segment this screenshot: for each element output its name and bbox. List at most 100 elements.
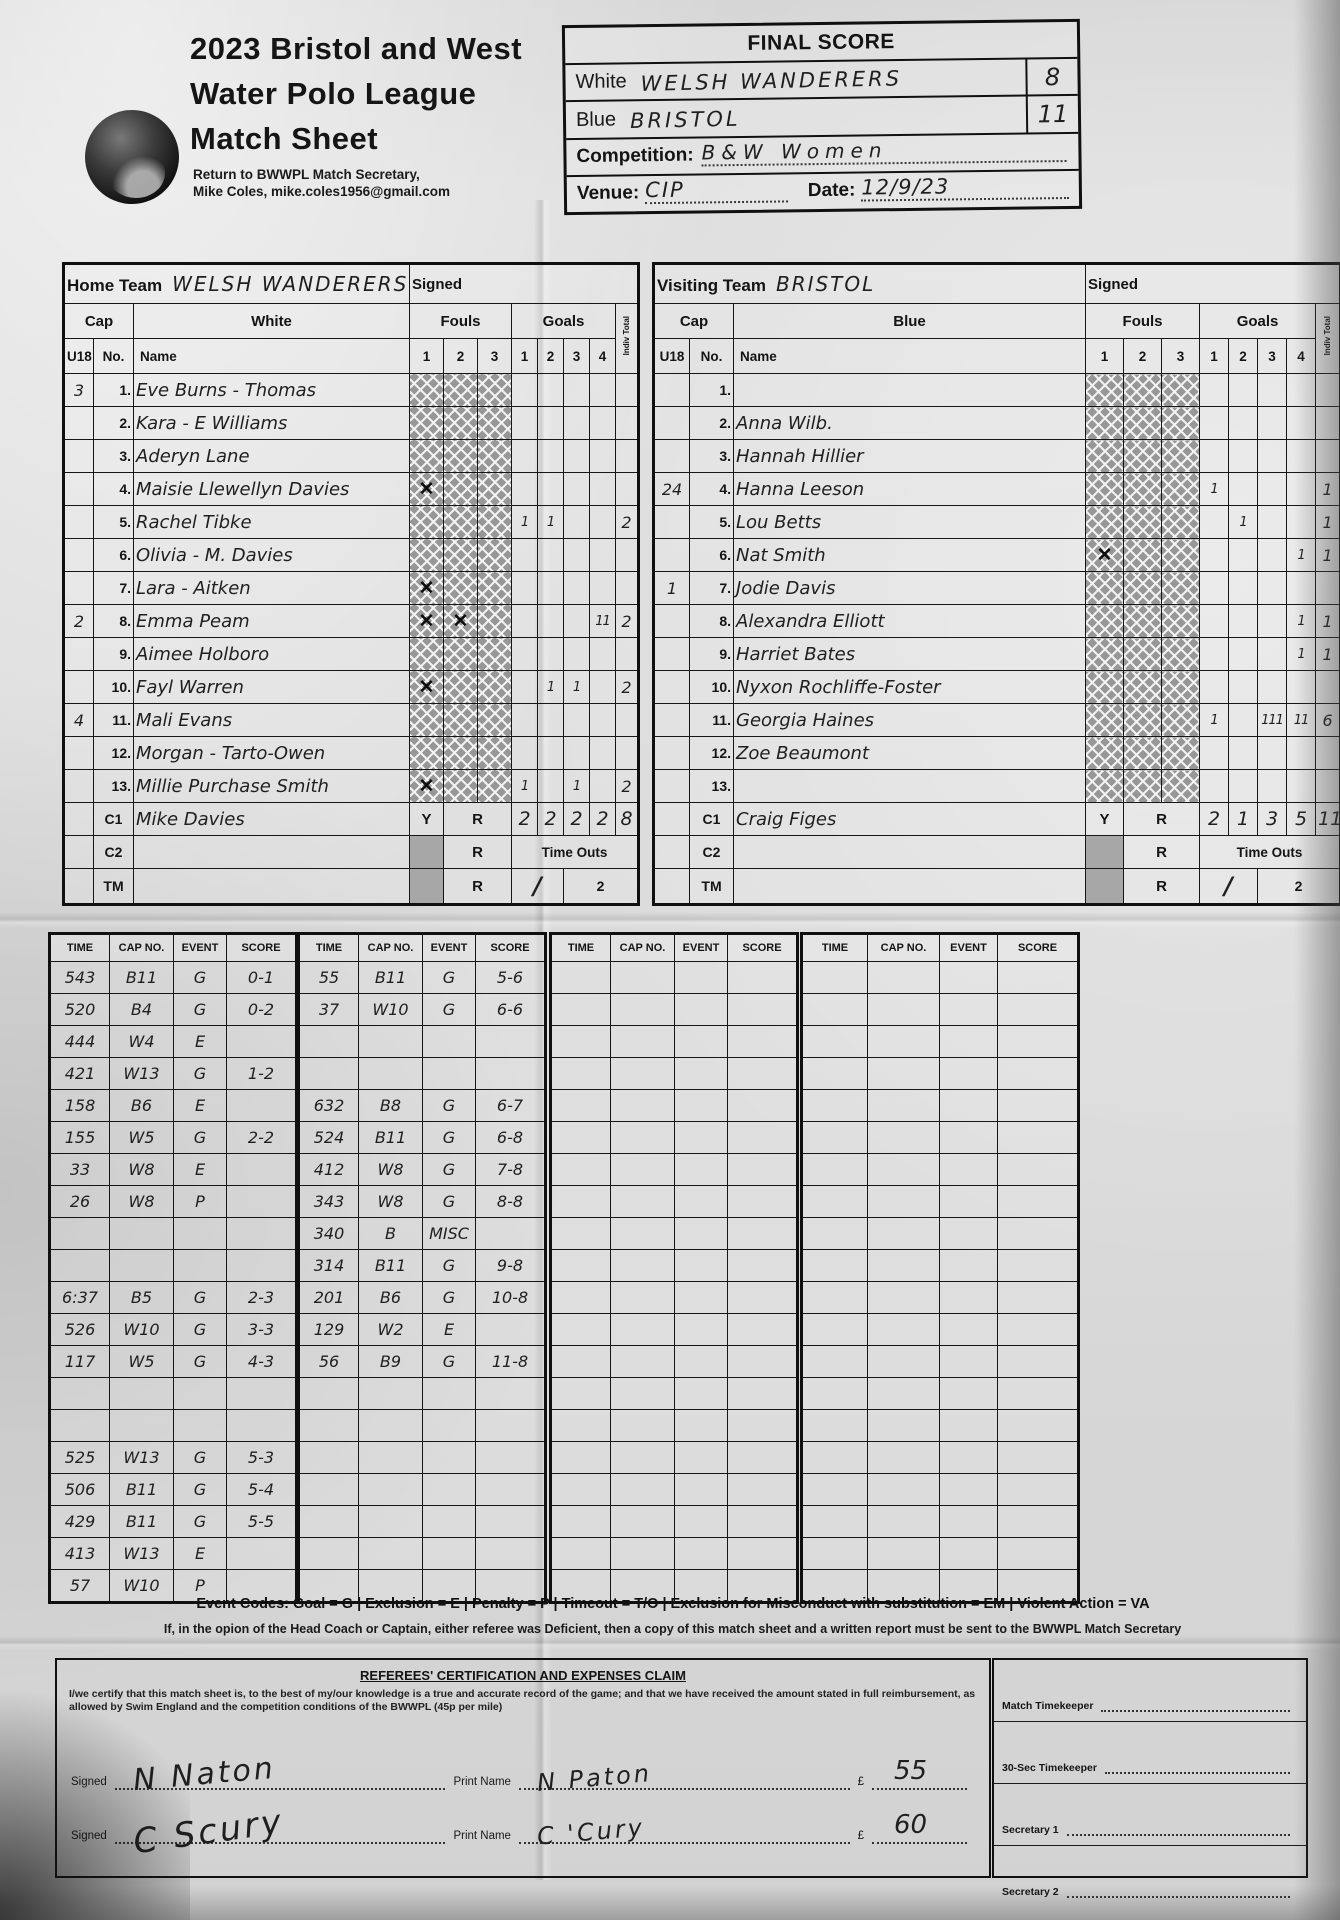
visiting-cap-no-9: 9. bbox=[689, 637, 734, 671]
visiting-foul-col-1: 1 bbox=[1085, 338, 1125, 374]
white-team-name: WELSH WANDERERS bbox=[640, 66, 903, 96]
visiting-goal-tally-1-3 bbox=[1257, 373, 1288, 407]
log-2-event-8: G bbox=[422, 1185, 476, 1218]
home-foul-mark-7-3 bbox=[477, 571, 512, 605]
home-goal-tally-11-1 bbox=[511, 703, 538, 737]
visiting-foul-mark-2-2 bbox=[1123, 406, 1163, 440]
log-2-time-15 bbox=[298, 1409, 359, 1442]
log-1-event-16: G bbox=[173, 1441, 227, 1474]
visiting-goal-tally-10-4 bbox=[1286, 670, 1317, 704]
visiting-goal-tally-3-4 bbox=[1286, 439, 1317, 473]
visiting-cap-label: Cap bbox=[653, 303, 734, 339]
visiting-team-name-handwritten: BRISTOL bbox=[775, 272, 876, 296]
log-2-event-15 bbox=[422, 1409, 476, 1442]
log-4-time-19 bbox=[801, 1537, 868, 1570]
home-cap-no-6: 6. bbox=[93, 538, 134, 572]
home-foul-mark-12-2 bbox=[443, 736, 478, 770]
visiting-foul-mark-6-1: ✕ bbox=[1085, 538, 1125, 572]
visiting-team-total-goals: 11 bbox=[1315, 802, 1340, 836]
log-2-cap-no-13: B9 bbox=[358, 1345, 423, 1378]
log-3-score-18 bbox=[727, 1505, 798, 1538]
date-value: 12/9/23 bbox=[861, 173, 1070, 202]
visiting-goal-tally-8-2 bbox=[1228, 604, 1259, 638]
visiting-goal-tally-7-1 bbox=[1199, 571, 1230, 605]
log-1-row-13: 117 W5 G 4-3 bbox=[49, 1345, 297, 1378]
home-foul-mark-4-1: ✕ bbox=[409, 472, 444, 506]
log-2-score-17 bbox=[475, 1473, 546, 1506]
log-4-score-7 bbox=[997, 1153, 1079, 1186]
amount-line: 55 bbox=[872, 1756, 967, 1790]
log-2-time-11: 201 bbox=[298, 1281, 359, 1314]
home-coach2-name-blank bbox=[133, 835, 410, 869]
home-team-manager-row: TM R ∕ 2 bbox=[63, 868, 640, 905]
log-3-time-14 bbox=[550, 1377, 611, 1410]
visiting-foul-mark-13-3 bbox=[1161, 769, 1201, 803]
log-4-cap-no-13 bbox=[867, 1345, 940, 1378]
log-1-row-19: 413 W13 E bbox=[49, 1537, 297, 1570]
log-3-event-17 bbox=[674, 1473, 728, 1506]
log-3-cap-no-10 bbox=[610, 1249, 675, 1282]
log-1-time-20: 57 bbox=[49, 1569, 110, 1603]
home-cap-no-10: 10. bbox=[93, 670, 134, 704]
log-3-score-2 bbox=[727, 993, 798, 1026]
visiting-goal-tally-6-4: 1 bbox=[1286, 538, 1317, 572]
log-4-row-4 bbox=[801, 1057, 1079, 1090]
home-goal-tally-12-4 bbox=[589, 736, 616, 770]
home-goal-tally-10-3: 1 bbox=[563, 670, 590, 704]
visiting-foul-mark-1-1 bbox=[1085, 373, 1125, 407]
home-indiv-total-3 bbox=[614, 439, 640, 473]
log-1-row-17: 506 B11 G 5-4 bbox=[49, 1473, 297, 1506]
home-goal-tally-7-1 bbox=[511, 571, 538, 605]
home-u18-mark-9 bbox=[63, 637, 94, 671]
home-goal-col-2: 2 bbox=[537, 338, 564, 374]
visiting-cap-no-5: 5. bbox=[689, 505, 734, 539]
log-2-time-10: 314 bbox=[298, 1249, 359, 1282]
log-1-header-event: EVENT bbox=[173, 933, 227, 962]
home-goal-tally-5-2: 1 bbox=[537, 505, 564, 539]
home-player-name-2: Kara - E Williams bbox=[133, 406, 410, 440]
log-3-event-4 bbox=[674, 1057, 728, 1090]
visiting-team-table: Visiting Team BRISTOL Signed Cap Blue Fouls Go… bbox=[652, 262, 1340, 906]
log-2-cap-no-2: W10 bbox=[358, 993, 423, 1026]
log-2-row-14 bbox=[298, 1377, 546, 1410]
official-label-3: Secretary 1 bbox=[1002, 1824, 1059, 1836]
visiting-coach2-name-blank bbox=[732, 835, 1087, 869]
home-player-name-11: Mali Evans bbox=[133, 703, 410, 737]
visiting-foul-mark-8-3 bbox=[1161, 604, 1201, 638]
pound-label: £ bbox=[857, 1776, 864, 1788]
visiting-player-name-2: Anna Wilb. bbox=[732, 406, 1087, 440]
log-1-row-2: 520 B4 G 0-2 bbox=[49, 993, 297, 1026]
log-2-row-10: 314 B11 G 9-8 bbox=[298, 1249, 546, 1282]
log-1-score-10 bbox=[226, 1249, 297, 1282]
log-2-row-4 bbox=[298, 1057, 546, 1090]
visiting-goal-tally-13-1 bbox=[1199, 769, 1230, 803]
log-4-score-18 bbox=[997, 1505, 1079, 1538]
visiting-c1-red: R bbox=[1123, 802, 1201, 836]
event-log-table-4: TIME CAP NO. EVENT SCORE bbox=[800, 932, 1080, 1604]
visiting-foul-col-3: 3 bbox=[1161, 338, 1201, 374]
visiting-goal-tally-12-2 bbox=[1228, 736, 1259, 770]
home-foul-mark-6-2 bbox=[443, 538, 478, 572]
home-goal-tally-4-1 bbox=[511, 472, 538, 506]
home-indiv-total-7 bbox=[614, 571, 640, 605]
log-4-row-12 bbox=[801, 1313, 1079, 1346]
visiting-fouls-label: Fouls bbox=[1085, 303, 1201, 339]
log-1-time-18: 429 bbox=[49, 1505, 110, 1538]
visiting-u18-mark-9 bbox=[653, 637, 690, 671]
log-3-time-3 bbox=[550, 1025, 611, 1058]
visiting-foul-mark-6-3 bbox=[1161, 538, 1201, 572]
visiting-goal-tally-1-1 bbox=[1199, 373, 1230, 407]
log-2-row-8: 343 W8 G 8-8 bbox=[298, 1185, 546, 1218]
log-4-row-8 bbox=[801, 1185, 1079, 1218]
log-1-header-cap-no-: CAP NO. bbox=[109, 933, 174, 962]
blue-team-name: BRISTOL bbox=[629, 106, 741, 134]
log-4-cap-no-9 bbox=[867, 1217, 940, 1250]
visiting-u18-mark-11 bbox=[653, 703, 690, 737]
log-1-header-time: TIME bbox=[49, 933, 110, 962]
log-1-row-9 bbox=[49, 1217, 297, 1250]
log-3-score-5 bbox=[727, 1089, 798, 1122]
log-1-score-15 bbox=[226, 1409, 297, 1442]
log-4-row-16 bbox=[801, 1441, 1079, 1474]
log-4-score-2 bbox=[997, 993, 1079, 1026]
log-4-event-15 bbox=[939, 1409, 998, 1442]
